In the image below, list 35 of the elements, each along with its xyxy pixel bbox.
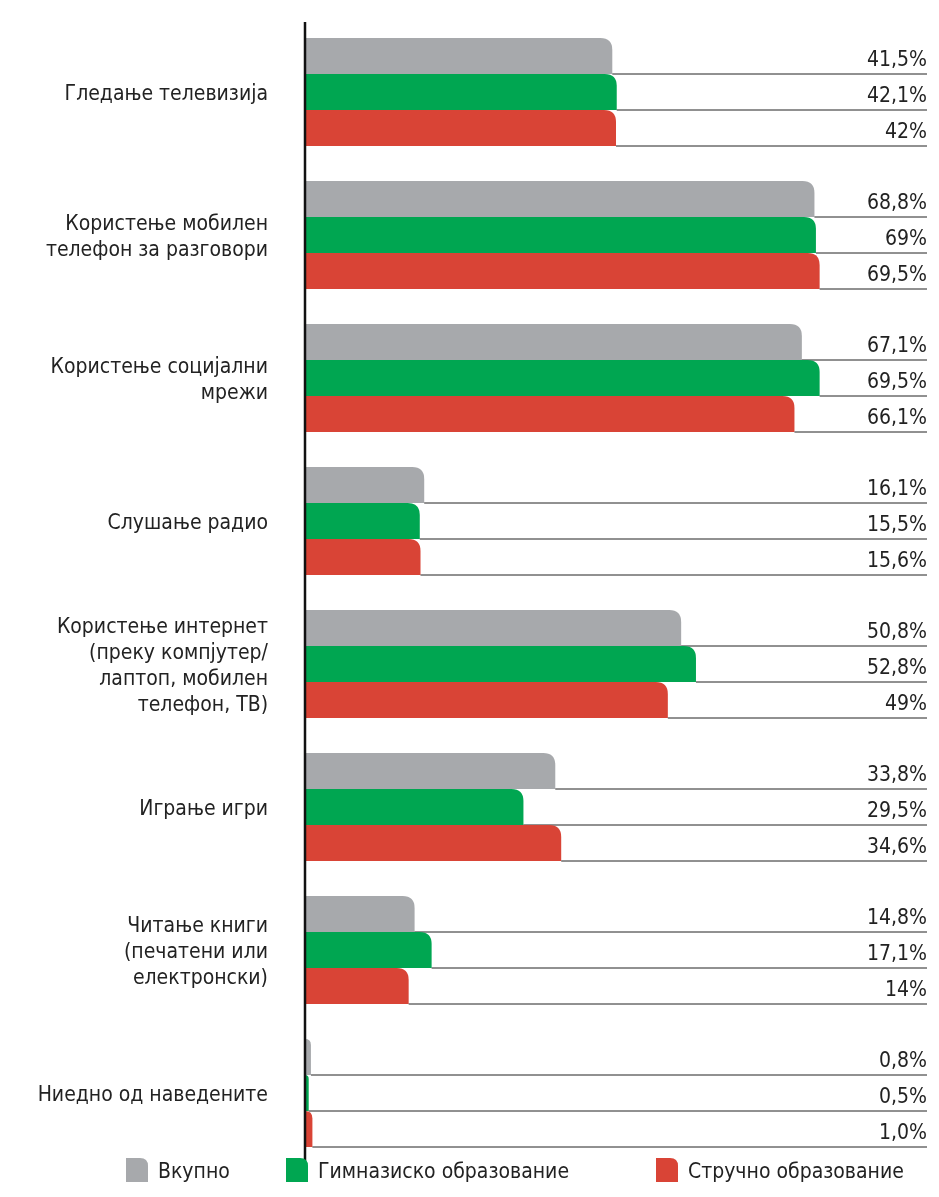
data-label: 41,5% bbox=[866, 47, 927, 71]
data-label: 15,5% bbox=[866, 512, 927, 536]
data-label: 15,6% bbox=[866, 548, 927, 572]
y-tick-label: Користење интернет (преку компјутер/лаптоп, мобилен телефон, ТВ) bbox=[56, 614, 269, 716]
data-label: 50,8% bbox=[866, 619, 927, 643]
data-label: 0,8% bbox=[879, 1048, 927, 1072]
y-tick-label: Користење мобилен телефон за разговори bbox=[45, 211, 268, 261]
y-tick-label: Играње игри bbox=[139, 796, 268, 820]
data-label: 42% bbox=[885, 119, 927, 143]
data-label: 68,8% bbox=[866, 190, 927, 214]
data-label: 33,8% bbox=[866, 762, 927, 786]
data-label: 49% bbox=[885, 691, 927, 715]
data-label: 29,5% bbox=[866, 798, 927, 822]
data-label: 1,0% bbox=[879, 1120, 927, 1144]
data-label: 42,1% bbox=[866, 83, 927, 107]
data-label: 67,1% bbox=[866, 333, 927, 357]
data-label: 69,5% bbox=[866, 262, 927, 286]
data-label: 69% bbox=[885, 226, 927, 250]
y-tick-label: Ниедно од наведените bbox=[37, 1082, 268, 1106]
y-tick-label: Гледање телевизија bbox=[64, 81, 268, 105]
data-label: 69,5% bbox=[866, 369, 927, 393]
data-label: 66,1% bbox=[866, 405, 927, 429]
legend-label: Стручно образование bbox=[688, 1159, 904, 1183]
data-label: 0,5% bbox=[879, 1084, 927, 1108]
legend-label: Вкупно bbox=[158, 1159, 230, 1183]
data-label: 52,8% bbox=[866, 655, 927, 679]
data-label: 17,1% bbox=[866, 941, 927, 965]
y-tick-label: Читање книги (печатени или електронски) bbox=[124, 913, 268, 989]
legend-label: Гимназиско образование bbox=[318, 1159, 570, 1183]
data-label: 34,6% bbox=[866, 834, 927, 858]
y-tick-label: Слушање радио bbox=[107, 510, 268, 534]
data-label: 14% bbox=[885, 977, 927, 1001]
y-tick-label: Користење социјални мрежи bbox=[50, 354, 268, 404]
data-label: 14,8% bbox=[866, 905, 927, 929]
data-label: 16,1% bbox=[866, 476, 927, 500]
